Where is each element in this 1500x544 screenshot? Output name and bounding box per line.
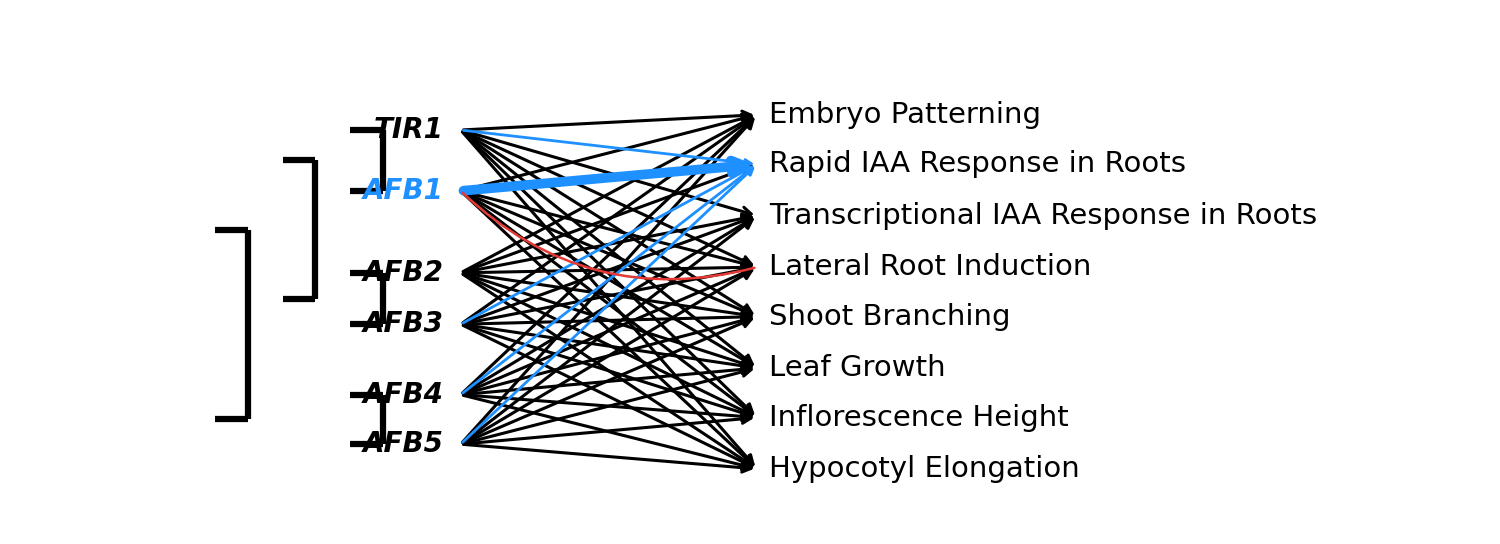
Text: Transcriptional IAA Response in Roots: Transcriptional IAA Response in Roots — [768, 202, 1317, 230]
Text: AFB5: AFB5 — [363, 430, 444, 458]
Text: AFB4: AFB4 — [363, 381, 444, 409]
Text: AFB3: AFB3 — [363, 310, 444, 338]
Text: Hypocotyl Elongation: Hypocotyl Elongation — [768, 455, 1080, 483]
Text: Inflorescence Height: Inflorescence Height — [768, 404, 1068, 431]
Text: Embryo Patterning: Embryo Patterning — [768, 101, 1041, 129]
Text: Leaf Growth: Leaf Growth — [768, 354, 945, 382]
Text: Rapid IAA Response in Roots: Rapid IAA Response in Roots — [768, 150, 1185, 178]
Text: Lateral Root Induction: Lateral Root Induction — [768, 253, 1090, 281]
Text: AFB1: AFB1 — [363, 177, 444, 205]
Text: TIR1: TIR1 — [374, 116, 444, 144]
Text: AFB2: AFB2 — [363, 259, 444, 287]
Text: Shoot Branching: Shoot Branching — [768, 302, 1011, 331]
